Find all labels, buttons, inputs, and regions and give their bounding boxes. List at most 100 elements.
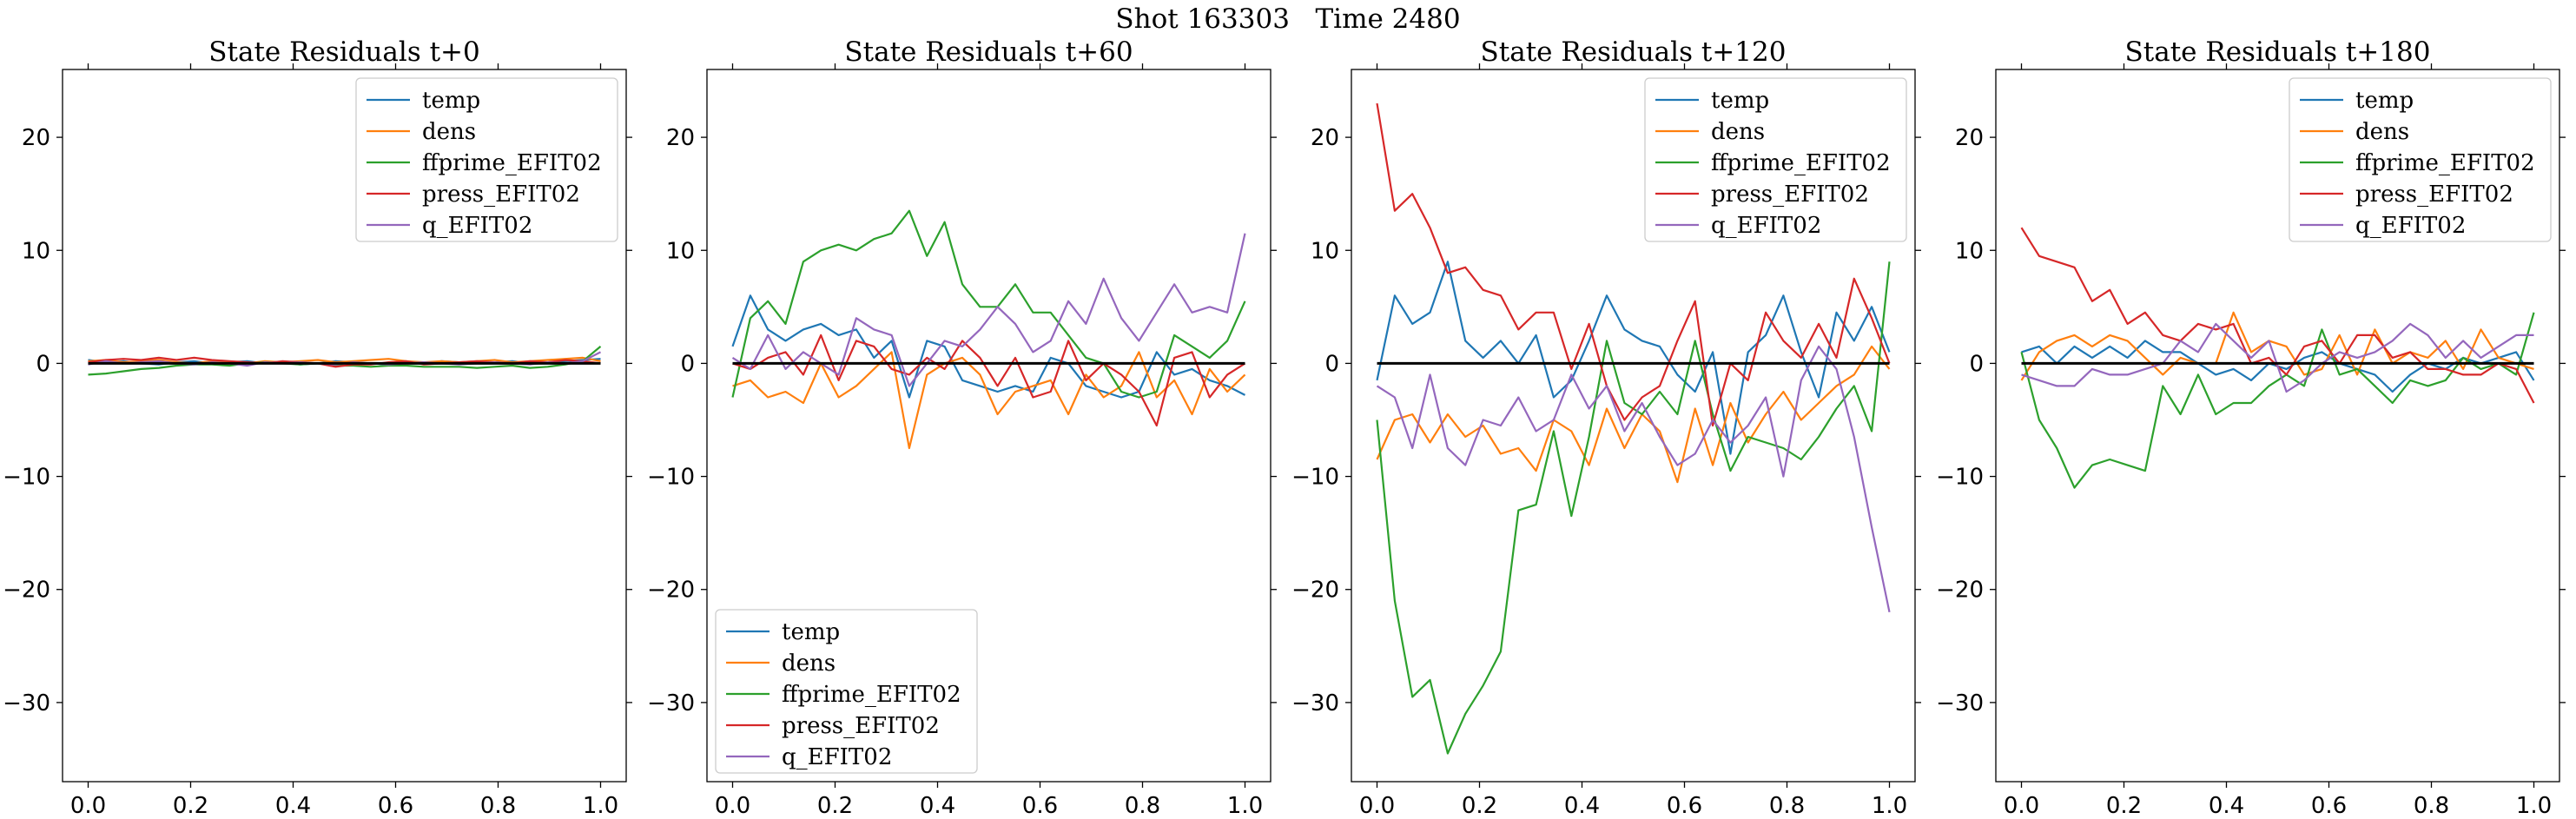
- y-tick-label: 0: [36, 351, 50, 377]
- series-line-dens: [732, 351, 1246, 450]
- legend-label: press_EFIT02: [2355, 182, 2513, 208]
- legend-label: dens: [782, 651, 836, 677]
- x-tick-label: 0.6: [1667, 793, 1702, 819]
- x-tick-label: 0.6: [378, 793, 413, 819]
- legend-label: dens: [422, 119, 476, 145]
- series-line-q_EFIT02: [2021, 322, 2534, 393]
- series-line-press_EFIT02: [2020, 227, 2535, 404]
- x-tick-label: 0.2: [1462, 793, 1497, 819]
- y-tick-label: 10: [666, 238, 695, 264]
- x-tick-label: 0.4: [2209, 793, 2244, 819]
- legend-label: q_EFIT02: [782, 744, 892, 770]
- x-tick-label: 0.8: [480, 793, 516, 819]
- legend-label: q_EFIT02: [422, 213, 532, 239]
- legend-label: temp: [2355, 88, 2414, 114]
- x-tick-label: 0.0: [1359, 793, 1395, 819]
- x-tick-label: 1.0: [583, 793, 618, 819]
- series-line-q_EFIT02: [731, 233, 1246, 387]
- y-tick-label: −10: [1291, 465, 1339, 491]
- axes-frame: [706, 69, 1271, 783]
- axes-frame: [1995, 69, 2560, 783]
- legend-label: q_EFIT02: [2355, 213, 2466, 239]
- y-tick-label: 10: [1955, 238, 1984, 264]
- x-tick-label: 1.0: [1872, 793, 1907, 819]
- axes-frame: [1351, 69, 1916, 783]
- series-line-press_EFIT02: [1376, 102, 1891, 427]
- y-tick-label: −30: [1291, 690, 1339, 717]
- x-tick-label: 0.6: [2311, 793, 2347, 819]
- y-tick-label: 0: [680, 351, 695, 377]
- legend-box: [1644, 77, 1907, 242]
- legend-label: dens: [1711, 119, 1765, 145]
- y-tick-label: −20: [1291, 578, 1339, 604]
- series-line-temp: [1376, 261, 1891, 455]
- x-tick-label: 1.0: [1227, 793, 1263, 819]
- y-tick-label: 20: [1311, 125, 1339, 151]
- legend-label: press_EFIT02: [422, 182, 580, 208]
- panel-title: State Residuals t+60: [844, 36, 1133, 68]
- panel-title: State Residuals t+0: [208, 36, 479, 68]
- series-line-ffprime_EFIT02: [2020, 312, 2535, 489]
- legend-box: [355, 77, 618, 242]
- series-line-temp: [731, 294, 1246, 399]
- x-tick-label: 0.4: [1564, 793, 1600, 819]
- x-tick-label: 1.0: [2516, 793, 2552, 819]
- panel-1: State Residuals t+60 0.0 0.2 0.4 0.6 0.8 1.0 20…: [647, 36, 1277, 819]
- y-tick-label: 0: [1324, 351, 1339, 377]
- x-tick-label: 0.0: [70, 793, 106, 819]
- series-line-ffprime_EFIT02: [731, 209, 1246, 399]
- panel-title: State Residuals t+180: [2125, 36, 2431, 68]
- legend-label: ffprime_EFIT02: [782, 682, 961, 708]
- x-tick-label: 0.8: [1125, 793, 1160, 819]
- x-tick-label: 0.6: [1022, 793, 1058, 819]
- panel-0: State Residuals t+0 0.0 0.2 0.4 0.6 0.8 1.0 20 1…: [3, 36, 632, 819]
- x-tick-label: 0.8: [1769, 793, 1805, 819]
- axes-frame: [62, 69, 627, 783]
- series-line-dens: [1376, 345, 1891, 484]
- y-tick-label: −10: [3, 465, 50, 491]
- y-tick-label: −20: [647, 578, 695, 604]
- legend-label: q_EFIT02: [1711, 213, 1821, 239]
- x-tick-label: 0.0: [2004, 793, 2039, 819]
- panel-2: State Residuals t+120 0.0 0.2 0.4 0.6 0.8 1.0 2…: [1291, 36, 1921, 819]
- panel-3: State Residuals t+180 0.0 0.2 0.4 0.6 0.8 1.0 2…: [1936, 36, 2566, 819]
- x-tick-label: 0.4: [920, 793, 955, 819]
- legend: temp dens ffprime_EFIT02 press_EFIT02 q_EFIT…: [715, 609, 978, 774]
- legend-label: ffprime_EFIT02: [422, 150, 602, 176]
- y-tick-label: 0: [1969, 351, 1984, 377]
- y-tick-label: 20: [1955, 125, 1984, 151]
- panel-title: State Residuals t+120: [1481, 36, 1787, 68]
- legend-label: dens: [2355, 119, 2409, 145]
- legend-box: [715, 609, 978, 774]
- x-tick-label: 0.2: [2106, 793, 2142, 819]
- y-tick-label: 20: [22, 125, 50, 151]
- legend: temp dens ffprime_EFIT02 press_EFIT02 q_EFIT…: [1644, 77, 1907, 242]
- y-tick-label: −30: [1936, 690, 1984, 717]
- legend-label: ffprime_EFIT02: [1711, 150, 1891, 176]
- x-tick-label: 0.8: [2414, 793, 2449, 819]
- y-tick-label: −30: [647, 690, 695, 717]
- series-line-dens: [2020, 311, 2534, 381]
- series-line-press_EFIT02: [732, 334, 1246, 427]
- x-tick-label: 0.2: [817, 793, 853, 819]
- legend-label: press_EFIT02: [1711, 182, 1869, 208]
- legend-label: temp: [1711, 88, 1769, 114]
- legend-label: temp: [782, 619, 840, 645]
- y-tick-label: −10: [1936, 465, 1984, 491]
- legend: temp dens ffprime_EFIT02 press_EFIT02 q_EFIT…: [355, 77, 618, 242]
- legend: temp dens ffprime_EFIT02 press_EFIT02 q_EFIT…: [2289, 77, 2552, 242]
- legend-label: temp: [422, 88, 480, 114]
- y-tick-label: −20: [3, 578, 50, 604]
- y-tick-label: −30: [3, 690, 50, 717]
- y-tick-label: −10: [647, 465, 695, 491]
- x-tick-label: 0.2: [173, 793, 208, 819]
- x-tick-label: 0.0: [715, 793, 750, 819]
- y-tick-label: 10: [1311, 238, 1339, 264]
- legend-box: [2289, 77, 2552, 242]
- legend-label: press_EFIT02: [782, 713, 940, 739]
- y-tick-label: −20: [1936, 578, 1984, 604]
- series-line-q_EFIT02: [1376, 345, 1891, 613]
- figure-suptitle: Shot 163303 Time 2480: [1115, 3, 1460, 35]
- legend-label: ffprime_EFIT02: [2355, 150, 2535, 176]
